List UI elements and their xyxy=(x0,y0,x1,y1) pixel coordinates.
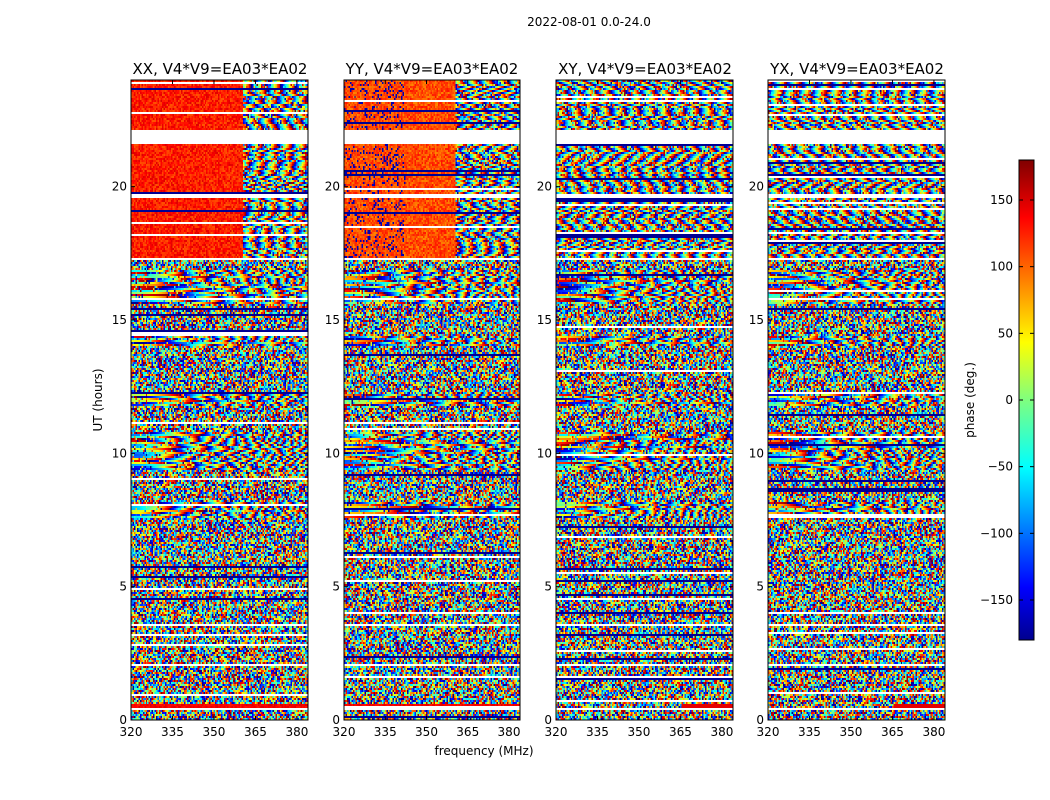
x-tick-label: 365 xyxy=(881,725,904,739)
colorbar-tick-label: 100 xyxy=(990,260,1013,274)
x-tick-label: 335 xyxy=(374,725,397,739)
y-tick-label: 20 xyxy=(325,180,340,194)
y-tick-label: 15 xyxy=(537,313,552,327)
x-tick-label: 335 xyxy=(586,725,609,739)
x-tick-label: 365 xyxy=(456,725,479,739)
x-axis-label: frequency (MHz) xyxy=(434,744,533,758)
x-tick-label: 335 xyxy=(161,725,184,739)
y-tick-label: 5 xyxy=(332,580,340,594)
panel-xx-title: XX, V4*V9=EA03*EA02 xyxy=(133,60,308,78)
y-tick-label: 15 xyxy=(112,313,127,327)
panel-yy: YY, V4*V9=EA03*EA02 xyxy=(343,60,521,721)
panel-xy: XY, V4*V9=EA03*EA02 xyxy=(555,60,734,721)
y-tick-label: 15 xyxy=(749,313,764,327)
x-tick-label: 350 xyxy=(628,725,651,739)
colorbar-tick-label: −100 xyxy=(980,526,1013,540)
panel-yy-title: YY, V4*V9=EA03*EA02 xyxy=(345,60,519,78)
y-tick-label: 10 xyxy=(537,446,552,460)
y-tick-label: 10 xyxy=(749,446,764,460)
colorbar-tick-label: 50 xyxy=(998,326,1013,340)
x-tick-label: 380 xyxy=(710,725,733,739)
panel-xx: XX, V4*V9=EA03*EA02 xyxy=(130,60,309,721)
y-tick-label: 10 xyxy=(112,446,127,460)
panel-xy-title: XY, V4*V9=EA03*EA02 xyxy=(558,60,732,78)
panel-yx-heatmap xyxy=(768,80,945,720)
x-tick-label: 320 xyxy=(120,725,143,739)
panel-xx-frame xyxy=(130,79,309,721)
x-tick-label: 365 xyxy=(669,725,692,739)
colorbar-label: phase (deg.) xyxy=(963,362,977,438)
y-tick-label: 0 xyxy=(544,713,552,727)
y-tick-label: 5 xyxy=(756,580,764,594)
x-tick-label: 350 xyxy=(415,725,438,739)
y-tick-label: 15 xyxy=(325,313,340,327)
panel-yy-heatmap xyxy=(344,80,520,720)
y-tick-label: 20 xyxy=(112,180,127,194)
y-tick-label: 0 xyxy=(756,713,764,727)
panel-xy-frame xyxy=(555,79,734,721)
panel-yx: YX, V4*V9=EA03*EA02 xyxy=(767,60,946,721)
panel-yy-frame xyxy=(343,79,521,721)
colorbar-tick-label: 0 xyxy=(1005,393,1013,407)
colorbar: −150 −100 −50 0 50 100 150 phase (deg.) xyxy=(963,159,1035,641)
colorbar-tick-label: 150 xyxy=(990,193,1013,207)
y-tick-label: 10 xyxy=(325,446,340,460)
x-tick-label: 320 xyxy=(545,725,568,739)
axis-ticks: 320 335 350 365 380 0 5 10 15 20 320 335 350 365 380 0 5… xyxy=(112,80,945,739)
x-tick-label: 320 xyxy=(757,725,780,739)
y-tick-label: 0 xyxy=(119,713,127,727)
x-tick-label: 320 xyxy=(333,725,356,739)
x-tick-label: 365 xyxy=(244,725,267,739)
x-tick-label: 380 xyxy=(922,725,945,739)
x-tick-label: 350 xyxy=(840,725,863,739)
y-axis-label: UT (hours) xyxy=(91,368,105,431)
y-tick-label: 20 xyxy=(537,180,552,194)
panel-yx-title: YX, V4*V9=EA03*EA02 xyxy=(769,60,944,78)
x-tick-label: 335 xyxy=(798,725,821,739)
y-tick-label: 5 xyxy=(119,580,127,594)
panel-yx-frame xyxy=(767,79,946,721)
x-tick-label: 380 xyxy=(285,725,308,739)
colorbar-ticks: −150 −100 −50 0 50 100 150 xyxy=(980,193,1034,607)
x-tick-label: 350 xyxy=(203,725,226,739)
colorbar-tick-label: −150 xyxy=(980,593,1013,607)
panel-xx-heatmap xyxy=(131,80,308,720)
panel-xy-heatmap xyxy=(556,80,733,720)
x-tick-label: 380 xyxy=(498,725,521,739)
figure-suptitle: 2022-08-01 0.0-24.0 xyxy=(527,15,651,29)
y-tick-label: 0 xyxy=(332,713,340,727)
y-tick-label: 20 xyxy=(749,180,764,194)
y-tick-label: 5 xyxy=(544,580,552,594)
colorbar-tick-label: −50 xyxy=(988,460,1013,474)
